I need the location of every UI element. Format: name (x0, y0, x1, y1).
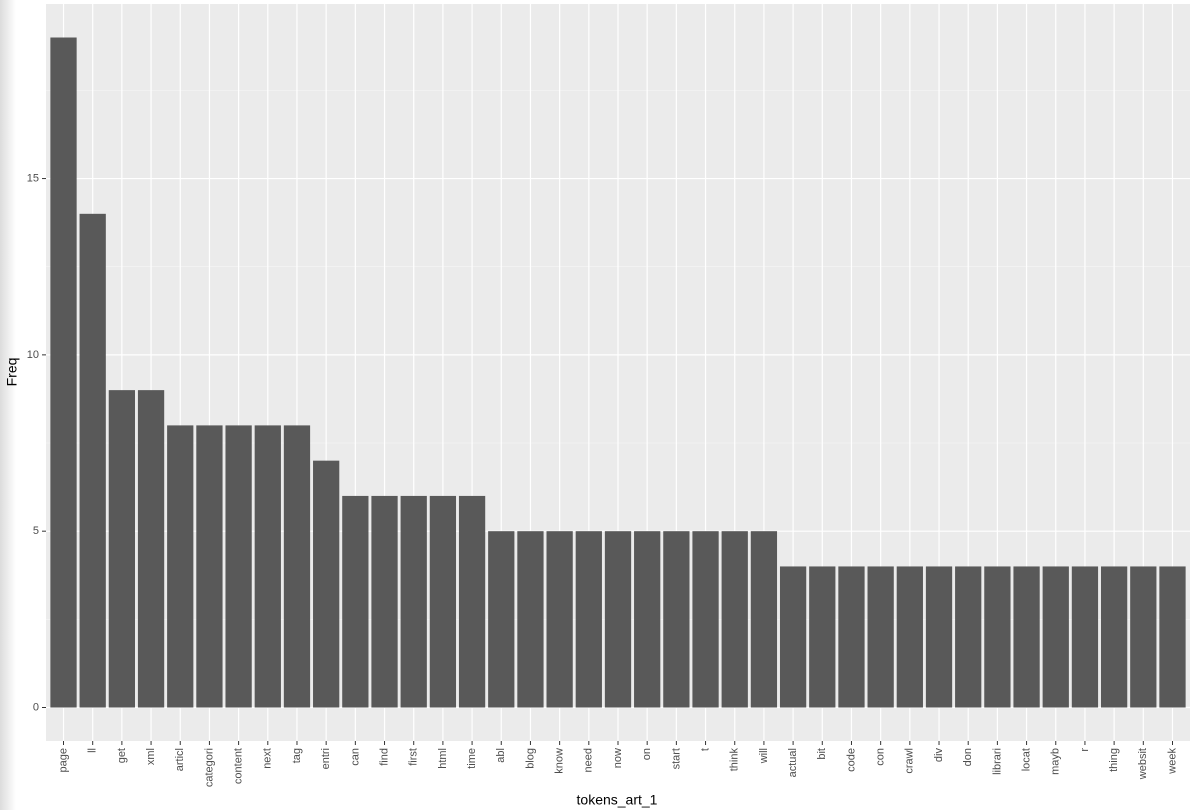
x-tick-label: html (437, 748, 449, 769)
bar (342, 495, 369, 708)
x-tick-label: crawl (904, 748, 916, 774)
x-tick-label: time (466, 748, 478, 769)
bar (1071, 566, 1099, 708)
x-tick-label: code (845, 748, 857, 772)
bar (137, 390, 165, 708)
bar (779, 566, 807, 708)
x-tick-label: div (933, 748, 945, 763)
x-tick-label: now (612, 748, 624, 768)
x-tick-label: entri (320, 748, 332, 769)
bar (663, 531, 690, 708)
x-tick-label: week (1166, 748, 1178, 775)
x-tick-label: don (962, 748, 974, 766)
x-tick-label: blog (524, 748, 536, 769)
x-tick-label: librari (991, 748, 1003, 775)
bar (750, 531, 778, 708)
bar (809, 566, 836, 708)
x-tick-label: find (378, 748, 390, 766)
bar (108, 390, 136, 708)
bar (692, 531, 719, 708)
bar (1100, 566, 1128, 708)
x-tick-label: abl (495, 748, 507, 763)
x-tick-label: categori (203, 748, 215, 787)
x-tick-label: articl (174, 748, 186, 771)
x-axis-title: tokens_art_1 (577, 792, 658, 808)
bar (429, 495, 457, 708)
x-tick-label: page (57, 748, 69, 772)
y-tick-label: 0 (33, 701, 39, 713)
bar (400, 495, 427, 708)
x-tick-label: thing (1108, 748, 1120, 772)
bar (955, 566, 982, 708)
y-tick-label: 10 (27, 349, 39, 361)
bar (1130, 566, 1157, 708)
bar (79, 213, 106, 708)
bar (371, 495, 398, 708)
bar (1013, 566, 1040, 708)
x-tick-label: will (758, 748, 770, 764)
x-tick-label: mayb (1050, 748, 1062, 775)
x-tick-label: need (583, 748, 595, 772)
bar (517, 531, 544, 708)
bar (488, 531, 515, 708)
edge-shade (0, 0, 16, 810)
y-tick-label: 15 (27, 172, 39, 184)
bar (546, 531, 573, 708)
bar (867, 566, 894, 708)
x-tick-label: tag (291, 748, 303, 763)
bar (254, 425, 281, 708)
x-tick-label: bit (816, 748, 828, 760)
bar (634, 531, 661, 708)
x-tick-label: con (875, 748, 887, 766)
x-tick-label: think (729, 748, 741, 772)
x-tick-label: actual (787, 748, 799, 777)
x-tick-label: r (1079, 748, 1091, 752)
bar (896, 566, 923, 708)
bar (225, 425, 252, 708)
y-axis-title: Freq (4, 358, 20, 387)
bar (721, 531, 748, 708)
x-tick-label: websit (1137, 748, 1149, 780)
bar (984, 566, 1011, 708)
bar (458, 495, 486, 708)
x-tick-label: on (641, 748, 653, 760)
bar (838, 566, 865, 708)
y-tick-label: 5 (33, 525, 39, 537)
x-tick-label: locat (1020, 748, 1032, 771)
bar (50, 37, 77, 708)
bar (604, 531, 632, 708)
x-tick-label: first (408, 748, 420, 766)
x-tick-label: ll (87, 748, 99, 753)
x-tick-label: next (262, 748, 274, 769)
bar (313, 460, 340, 708)
bar (283, 425, 311, 708)
x-tick-label: get (116, 748, 128, 763)
x-tick-label: t (699, 748, 711, 751)
x-tick-label: know (554, 748, 566, 774)
bar (1159, 566, 1186, 708)
bar (167, 425, 194, 708)
x-tick-label: start (670, 748, 682, 769)
bar (1042, 566, 1069, 708)
x-tick-label: can (349, 748, 361, 766)
x-tick-label: content (233, 748, 245, 784)
bar (575, 531, 602, 708)
bar (925, 566, 953, 708)
x-tick-label: xml (145, 748, 157, 765)
bar (196, 425, 223, 708)
